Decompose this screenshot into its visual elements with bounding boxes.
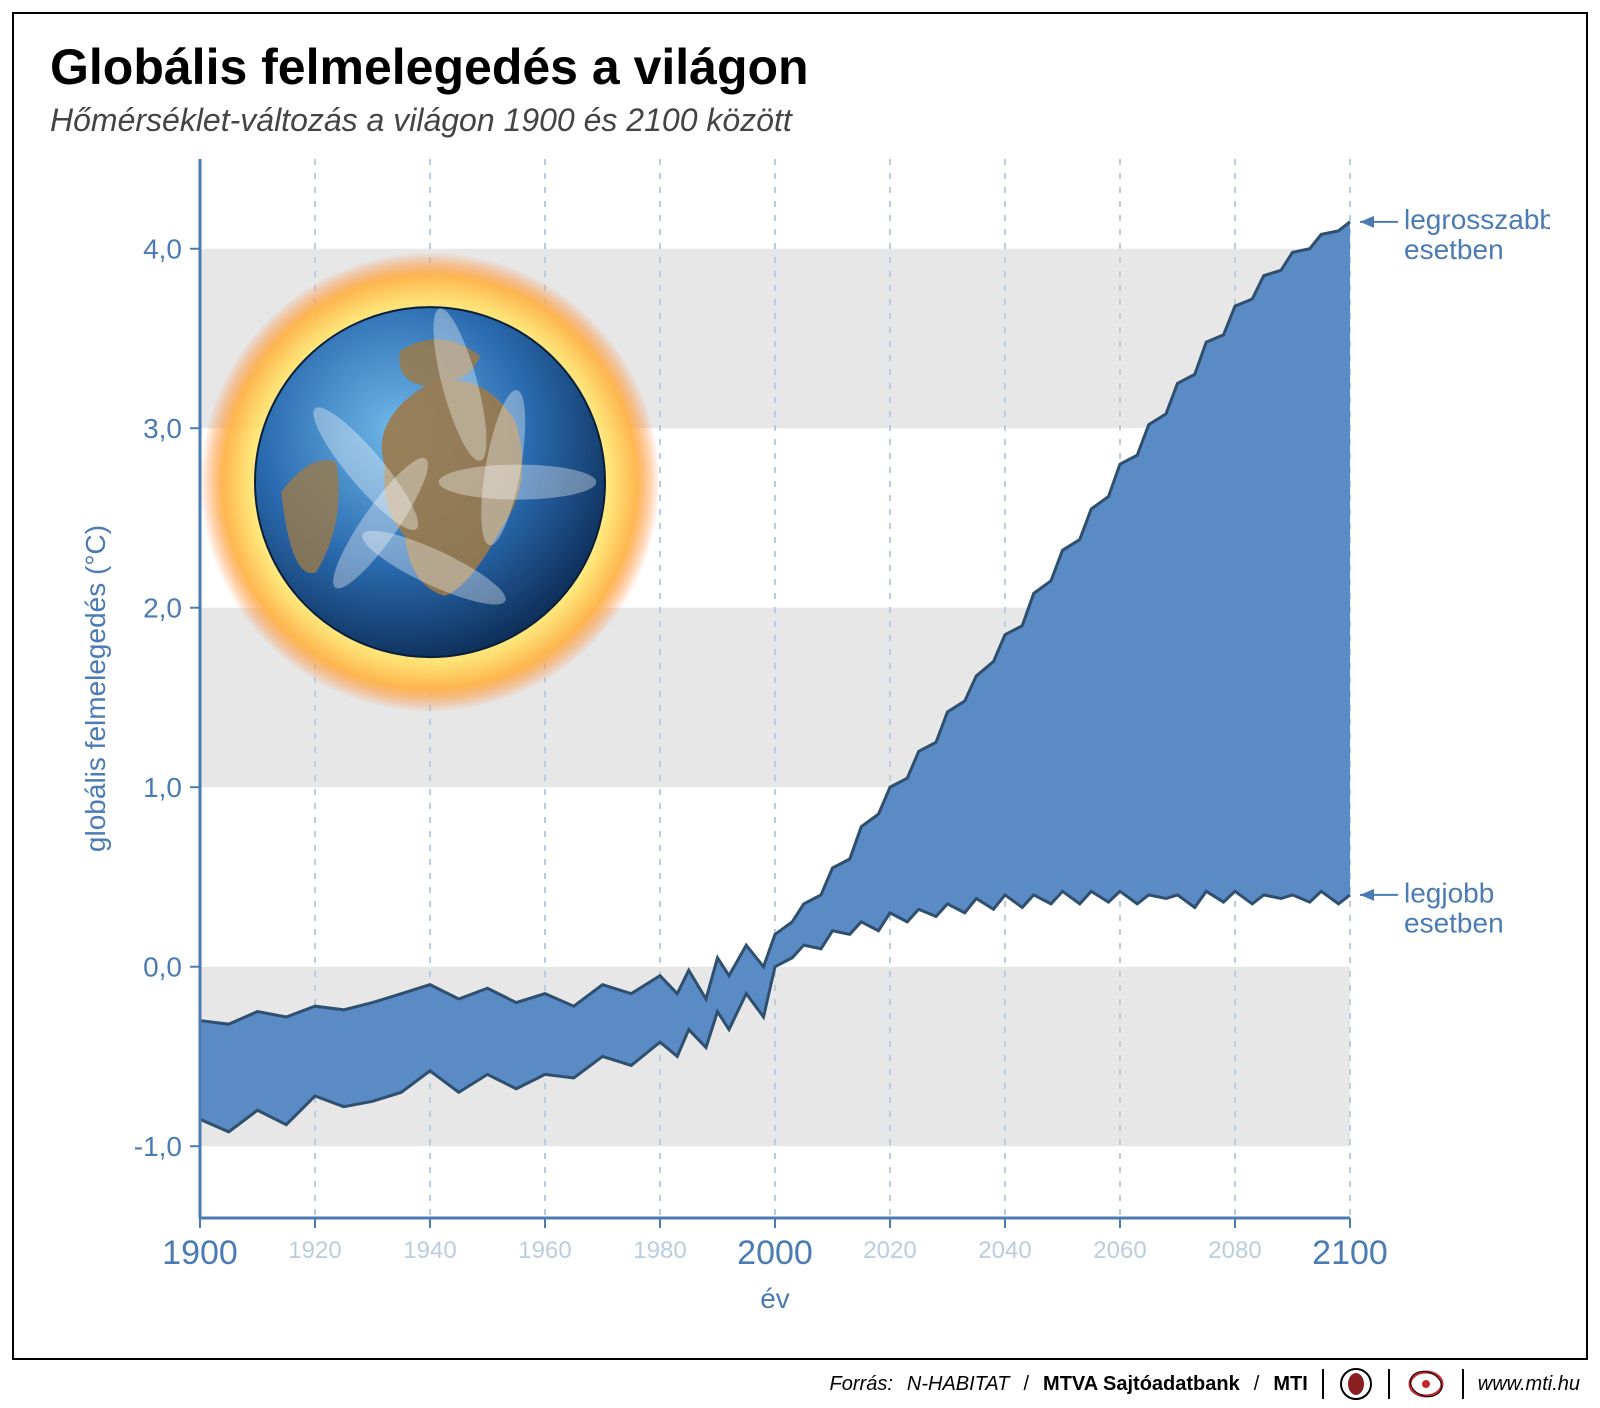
mtva-logo-icon	[1338, 1366, 1374, 1402]
svg-text:év: év	[760, 1283, 790, 1314]
svg-text:legrosszabb: legrosszabb	[1404, 204, 1550, 235]
svg-text:1980: 1980	[633, 1237, 686, 1264]
svg-text:1940: 1940	[403, 1237, 456, 1264]
divider	[1388, 1369, 1390, 1399]
footer: Forrás: N-HABITAT / MTVA Sajtóadatbank /…	[12, 1360, 1588, 1408]
svg-text:legjobb: legjobb	[1404, 877, 1494, 908]
footer-site: www.mti.hu	[1478, 1373, 1580, 1396]
svg-text:1900: 1900	[162, 1234, 238, 1272]
chart-subtitle: Hőmérséklet-változás a világon 1900 és 2…	[50, 102, 1550, 139]
source-2: MTVA Sajtóadatbank	[1043, 1373, 1240, 1396]
svg-text:3,0: 3,0	[143, 413, 182, 444]
svg-text:2080: 2080	[1208, 1237, 1261, 1264]
svg-text:1920: 1920	[288, 1237, 341, 1264]
svg-text:esetben: esetben	[1404, 234, 1504, 265]
chart-title: Globális felmelegedés a világon	[50, 38, 1550, 96]
source-sep: /	[1254, 1373, 1260, 1396]
chart-svg: -1,0 0,0 1,0 2,0 3,0 4,0 1900 1920 1940 1960 1980 2…	[50, 149, 1550, 1338]
svg-text:-1,0: -1,0	[134, 1131, 182, 1162]
mti-logo-icon	[1404, 1366, 1448, 1402]
svg-text:4,0: 4,0	[143, 234, 182, 265]
svg-text:1960: 1960	[518, 1237, 571, 1264]
svg-text:1,0: 1,0	[143, 772, 182, 803]
svg-text:0,0: 0,0	[143, 952, 182, 983]
svg-text:2040: 2040	[978, 1237, 1031, 1264]
source-3: MTI	[1273, 1373, 1307, 1396]
svg-text:globális felmelegedés (°C): globális felmelegedés (°C)	[80, 525, 111, 852]
svg-text:2020: 2020	[863, 1237, 916, 1264]
source-label: Forrás:	[830, 1373, 893, 1396]
svg-text:2000: 2000	[737, 1234, 813, 1272]
svg-text:2100: 2100	[1312, 1234, 1388, 1272]
source-sep: /	[1023, 1373, 1029, 1396]
source-1: N-HABITAT	[907, 1373, 1010, 1396]
divider	[1462, 1369, 1464, 1399]
chart-area: -1,0 0,0 1,0 2,0 3,0 4,0 1900 1920 1940 1960 1980 2…	[50, 149, 1550, 1338]
svg-text:2060: 2060	[1093, 1237, 1146, 1264]
svg-text:esetben: esetben	[1404, 907, 1504, 938]
divider	[1322, 1369, 1324, 1399]
svg-text:2,0: 2,0	[143, 593, 182, 624]
